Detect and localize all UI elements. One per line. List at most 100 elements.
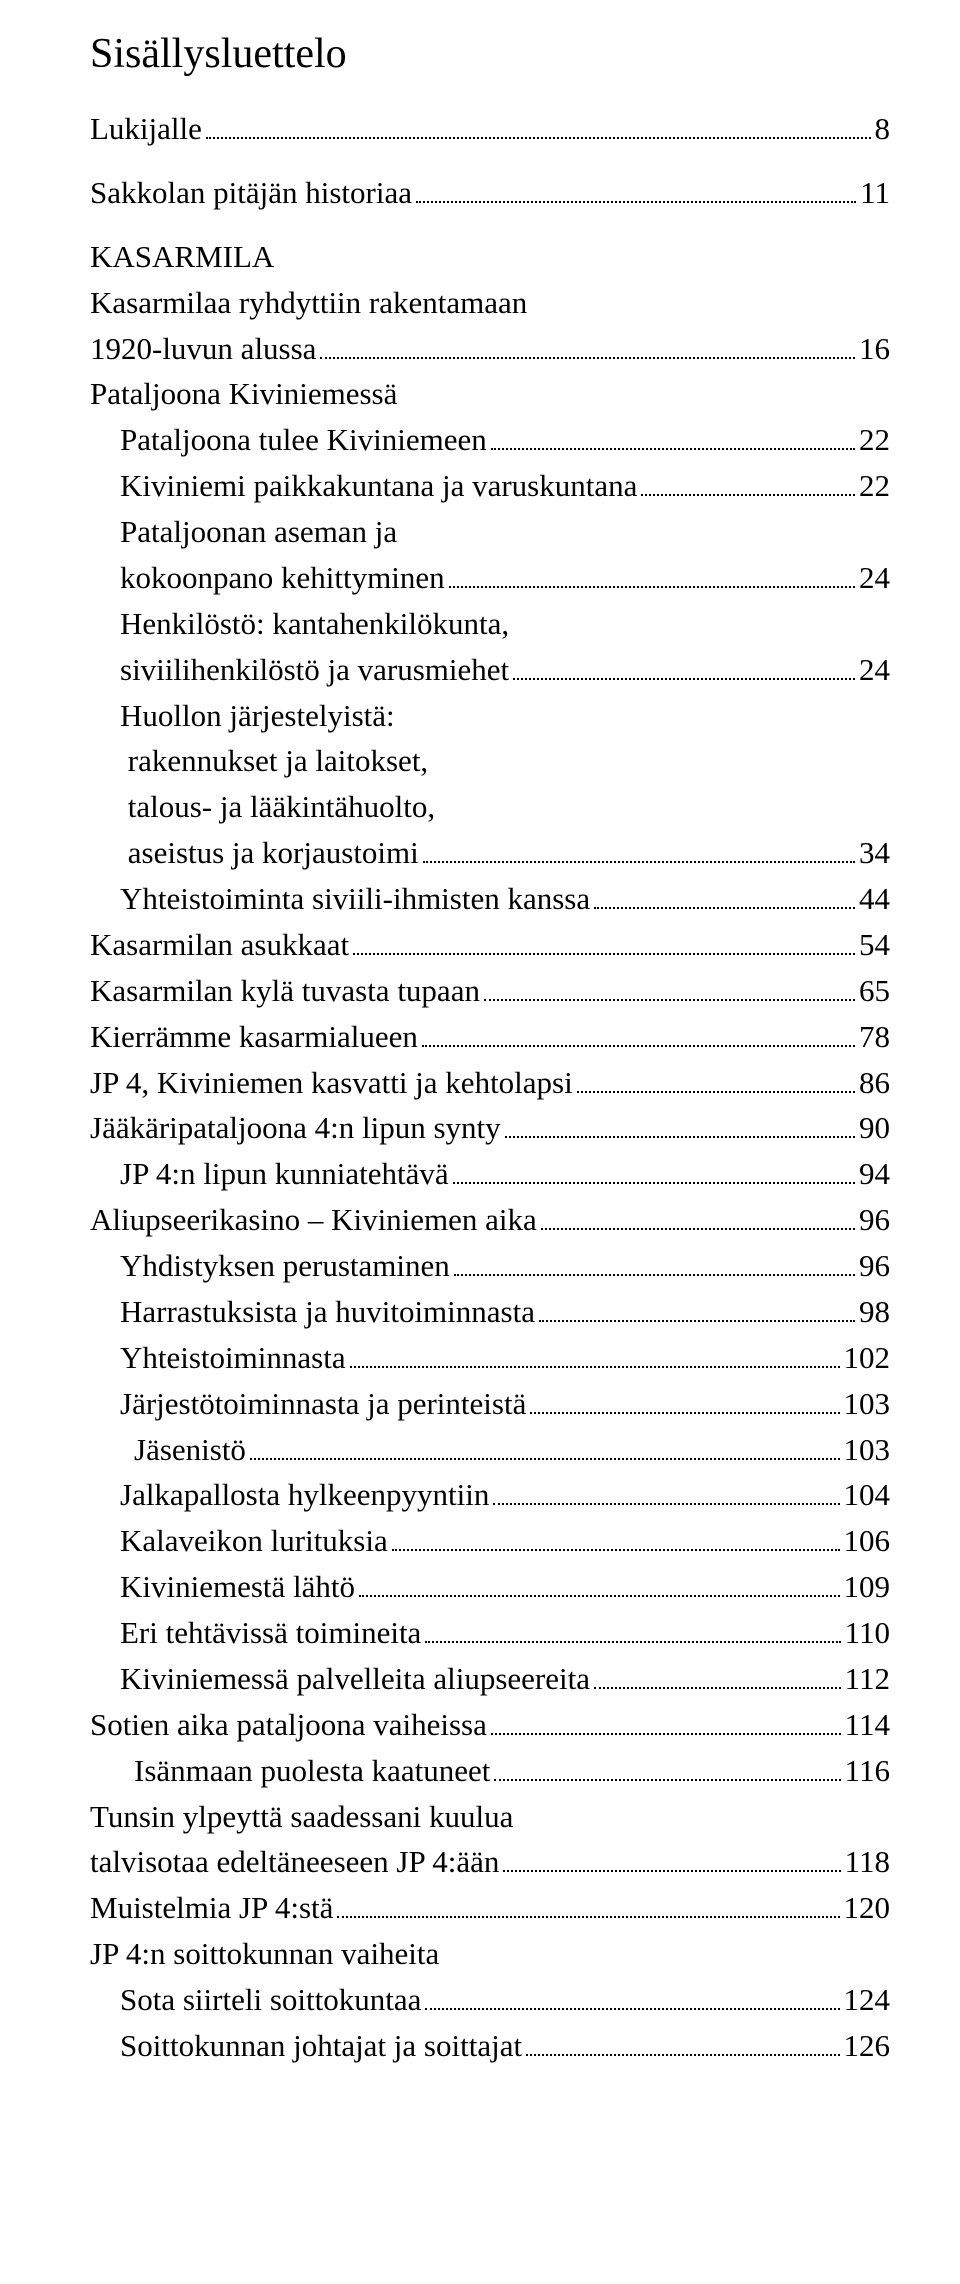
toc-entry-page: 118 (845, 1839, 890, 1885)
toc-entry-label: Yhdistyksen perustaminen (120, 1243, 450, 1289)
toc-entry-label: Kierrämme kasarmialueen (90, 1014, 418, 1060)
toc-entry-label: Pataljoona tulee Kiviniemeen (120, 417, 487, 463)
toc-page: Sisällysluettelo Lukijalle8Sakkolan pitä… (0, 0, 960, 2109)
toc-leader-dots (422, 1045, 855, 1047)
toc-leader-dots (337, 1916, 839, 1918)
toc-entry-page: 96 (859, 1243, 890, 1289)
toc-leader-dots (641, 494, 855, 496)
toc-entry: Järjestötoiminnasta ja perinteistä103 (90, 1381, 890, 1427)
toc-leader-dots (577, 1091, 855, 1093)
toc-entry-page: 24 (859, 647, 890, 693)
toc-leader-dots (530, 1412, 839, 1414)
toc-entry: Kalaveikon lurituksia106 (90, 1518, 890, 1564)
toc-entry-page: 106 (844, 1518, 891, 1564)
toc-entry-label: Kasarmilan asukkaat (90, 922, 349, 968)
toc-entry-label: Järjestötoiminnasta ja perinteistä (120, 1381, 526, 1427)
toc-entry-label: Isänmaan puolesta kaatuneet (134, 1748, 490, 1794)
toc-entry-label: Kiviniemestä lähtö (120, 1564, 355, 1610)
toc-entry: Soittokunnan johtajat ja soittajat 126 (90, 2023, 890, 2069)
toc-entry: Harrastuksista ja huvitoiminnasta98 (90, 1289, 890, 1335)
toc-entry: Kiviniemestä lähtö109 (90, 1564, 890, 1610)
toc-leader-dots (594, 907, 855, 909)
toc-entry: Sota siirteli soittokuntaa 124 (90, 1977, 890, 2023)
toc-entry-label: Yhteistoiminnasta (120, 1335, 346, 1381)
toc-entry: Pataljoona tulee Kiviniemeen22 (90, 417, 890, 463)
toc-list: Lukijalle 8 Sakkolan pitäjän historiaa 11 KA… (90, 106, 890, 2069)
toc-spacer (90, 152, 890, 170)
toc-leader-dots (206, 137, 871, 139)
toc-entry: JP 4, Kiviniemen kasvatti ja kehtolapsi 8… (90, 1060, 890, 1106)
toc-leader-dots (320, 357, 855, 359)
toc-entry-page: 22 (859, 463, 890, 509)
toc-entry-page: 124 (844, 1977, 891, 2023)
toc-entry: Henkilöstö: kantahenkilökunta, (90, 601, 890, 647)
toc-entry: siviilihenkilöstö ja varusmiehet24 (90, 647, 890, 693)
toc-entry-label: Kiviniemessä palvelleita aliupseereita (120, 1656, 590, 1702)
toc-entry-label: Harrastuksista ja huvitoiminnasta (120, 1289, 535, 1335)
toc-entry-label: KASARMILA (90, 234, 274, 280)
toc-leader-dots (491, 448, 855, 450)
toc-entry-label: Jäsenistö (134, 1427, 246, 1473)
toc-entry: aseistus ja korjaustoimi34 (90, 830, 890, 876)
toc-leader-dots (453, 1182, 855, 1184)
toc-entry: Huollon järjestelyistä: (90, 693, 890, 739)
toc-entry-page: 94 (859, 1151, 890, 1197)
toc-entry-label: kokoonpano kehittyminen (120, 555, 445, 601)
toc-entry-label: Soittokunnan johtajat ja soittajat (120, 2023, 522, 2069)
toc-leader-dots (594, 1687, 841, 1689)
toc-leader-dots (526, 2054, 839, 2056)
toc-entry-page: 11 (860, 170, 890, 216)
toc-entry-label: Sota siirteli soittokuntaa (120, 1977, 421, 2023)
toc-leader-dots (491, 1733, 841, 1735)
toc-entry: JP 4:n soittokunnan vaiheita (90, 1931, 890, 1977)
toc-entry-page: 104 (844, 1472, 891, 1518)
toc-entry-page: 110 (845, 1610, 890, 1656)
toc-entry-page: 126 (844, 2023, 891, 2069)
toc-entry: Muistelmia JP 4:stä120 (90, 1885, 890, 1931)
toc-entry-label: aseistus ja korjaustoimi (120, 830, 419, 876)
toc-entry-label: Lukijalle (90, 106, 202, 152)
toc-entry: Tunsin ylpeyttä saadessani kuulua (90, 1794, 890, 1840)
toc-entry-label: 1920-luvun alussa (90, 326, 316, 372)
toc-entry-label: Kiviniemi paikkakuntana ja varuskuntana (120, 463, 637, 509)
toc-entry: Kasarmilan kylä tuvasta tupaan65 (90, 968, 890, 1014)
toc-entry-label: Jääkäripataljoona 4:n lipun synty (90, 1105, 501, 1151)
toc-entry-page: 24 (859, 555, 890, 601)
toc-entry-page: 78 (859, 1014, 890, 1060)
toc-entry-label: Aliupseerikasino – Kiviniemen aika (90, 1197, 537, 1243)
toc-entry-label: Sotien aika pataljoona vaiheissa (90, 1702, 487, 1748)
toc-entry: Isänmaan puolesta kaatuneet 116 (90, 1748, 890, 1794)
toc-entry-label: talous- ja lääkintähuolto, (120, 784, 435, 830)
toc-entry-label: Sakkolan pitäjän historiaa (90, 170, 412, 216)
toc-entry: Kiviniemessä palvelleita aliupseereita11… (90, 1656, 890, 1702)
toc-entry: Yhteistoiminnasta 102 (90, 1335, 890, 1381)
toc-entry-page: 90 (859, 1105, 890, 1151)
toc-entry: Kierrämme kasarmialueen 78 (90, 1014, 890, 1060)
toc-leader-dots (494, 1779, 840, 1781)
toc-leader-dots (416, 201, 856, 203)
toc-entry-page: 116 (845, 1748, 890, 1794)
toc-entry: Sotien aika pataljoona vaiheissa 114 (90, 1702, 890, 1748)
toc-entry: Kiviniemi paikkakuntana ja varuskuntana 2… (90, 463, 890, 509)
toc-entry-label: Pataljoonan aseman ja (120, 509, 397, 555)
toc-leader-dots (454, 1274, 855, 1276)
toc-leader-dots (513, 678, 855, 680)
toc-leader-dots (423, 861, 855, 863)
toc-leader-dots (484, 999, 855, 1001)
toc-entry-page: 102 (844, 1335, 891, 1381)
toc-entry-label: Yhteistoiminta siviili-ihmisten kanssa (120, 876, 590, 922)
toc-entry: Aliupseerikasino – Kiviniemen aika 96 (90, 1197, 890, 1243)
toc-entry-page: 54 (859, 922, 890, 968)
toc-entry: Lukijalle 8 (90, 106, 890, 152)
toc-entry-label: Eri tehtävissä toimineita (120, 1610, 421, 1656)
toc-entry-label: Tunsin ylpeyttä saadessani kuulua (90, 1794, 513, 1840)
toc-entry: Yhteistoiminta siviili-ihmisten kanssa44 (90, 876, 890, 922)
toc-entry: Sakkolan pitäjän historiaa 11 (90, 170, 890, 216)
toc-entry-page: 114 (845, 1702, 890, 1748)
toc-entry-label: JP 4, Kiviniemen kasvatti ja kehtolapsi (90, 1060, 573, 1106)
toc-entry: 1920-luvun alussa16 (90, 326, 890, 372)
toc-entry-page: 8 (875, 106, 891, 152)
toc-entry-page: 86 (859, 1060, 890, 1106)
toc-entry-page: 96 (859, 1197, 890, 1243)
toc-entry: Kasarmilaa ryhdyttiin rakentamaan (90, 280, 890, 326)
